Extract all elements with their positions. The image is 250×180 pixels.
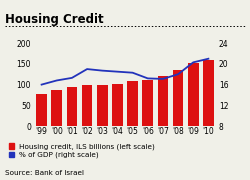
Bar — [36, 94, 47, 126]
Bar — [52, 90, 62, 126]
Bar — [127, 81, 138, 126]
Bar — [112, 84, 123, 126]
Legend: Housing credit, ILS billions (left scale), % of GDP (right scale): Housing credit, ILS billions (left scale… — [8, 143, 155, 158]
Text: Housing Credit: Housing Credit — [5, 13, 104, 26]
Text: Source: Bank of Israel: Source: Bank of Israel — [5, 170, 84, 176]
Bar — [66, 87, 77, 126]
Bar — [158, 76, 168, 126]
Bar — [203, 60, 214, 126]
Bar — [97, 85, 108, 126]
Bar — [82, 85, 92, 126]
Bar — [173, 70, 184, 126]
Bar — [142, 80, 153, 126]
Bar — [188, 63, 198, 126]
